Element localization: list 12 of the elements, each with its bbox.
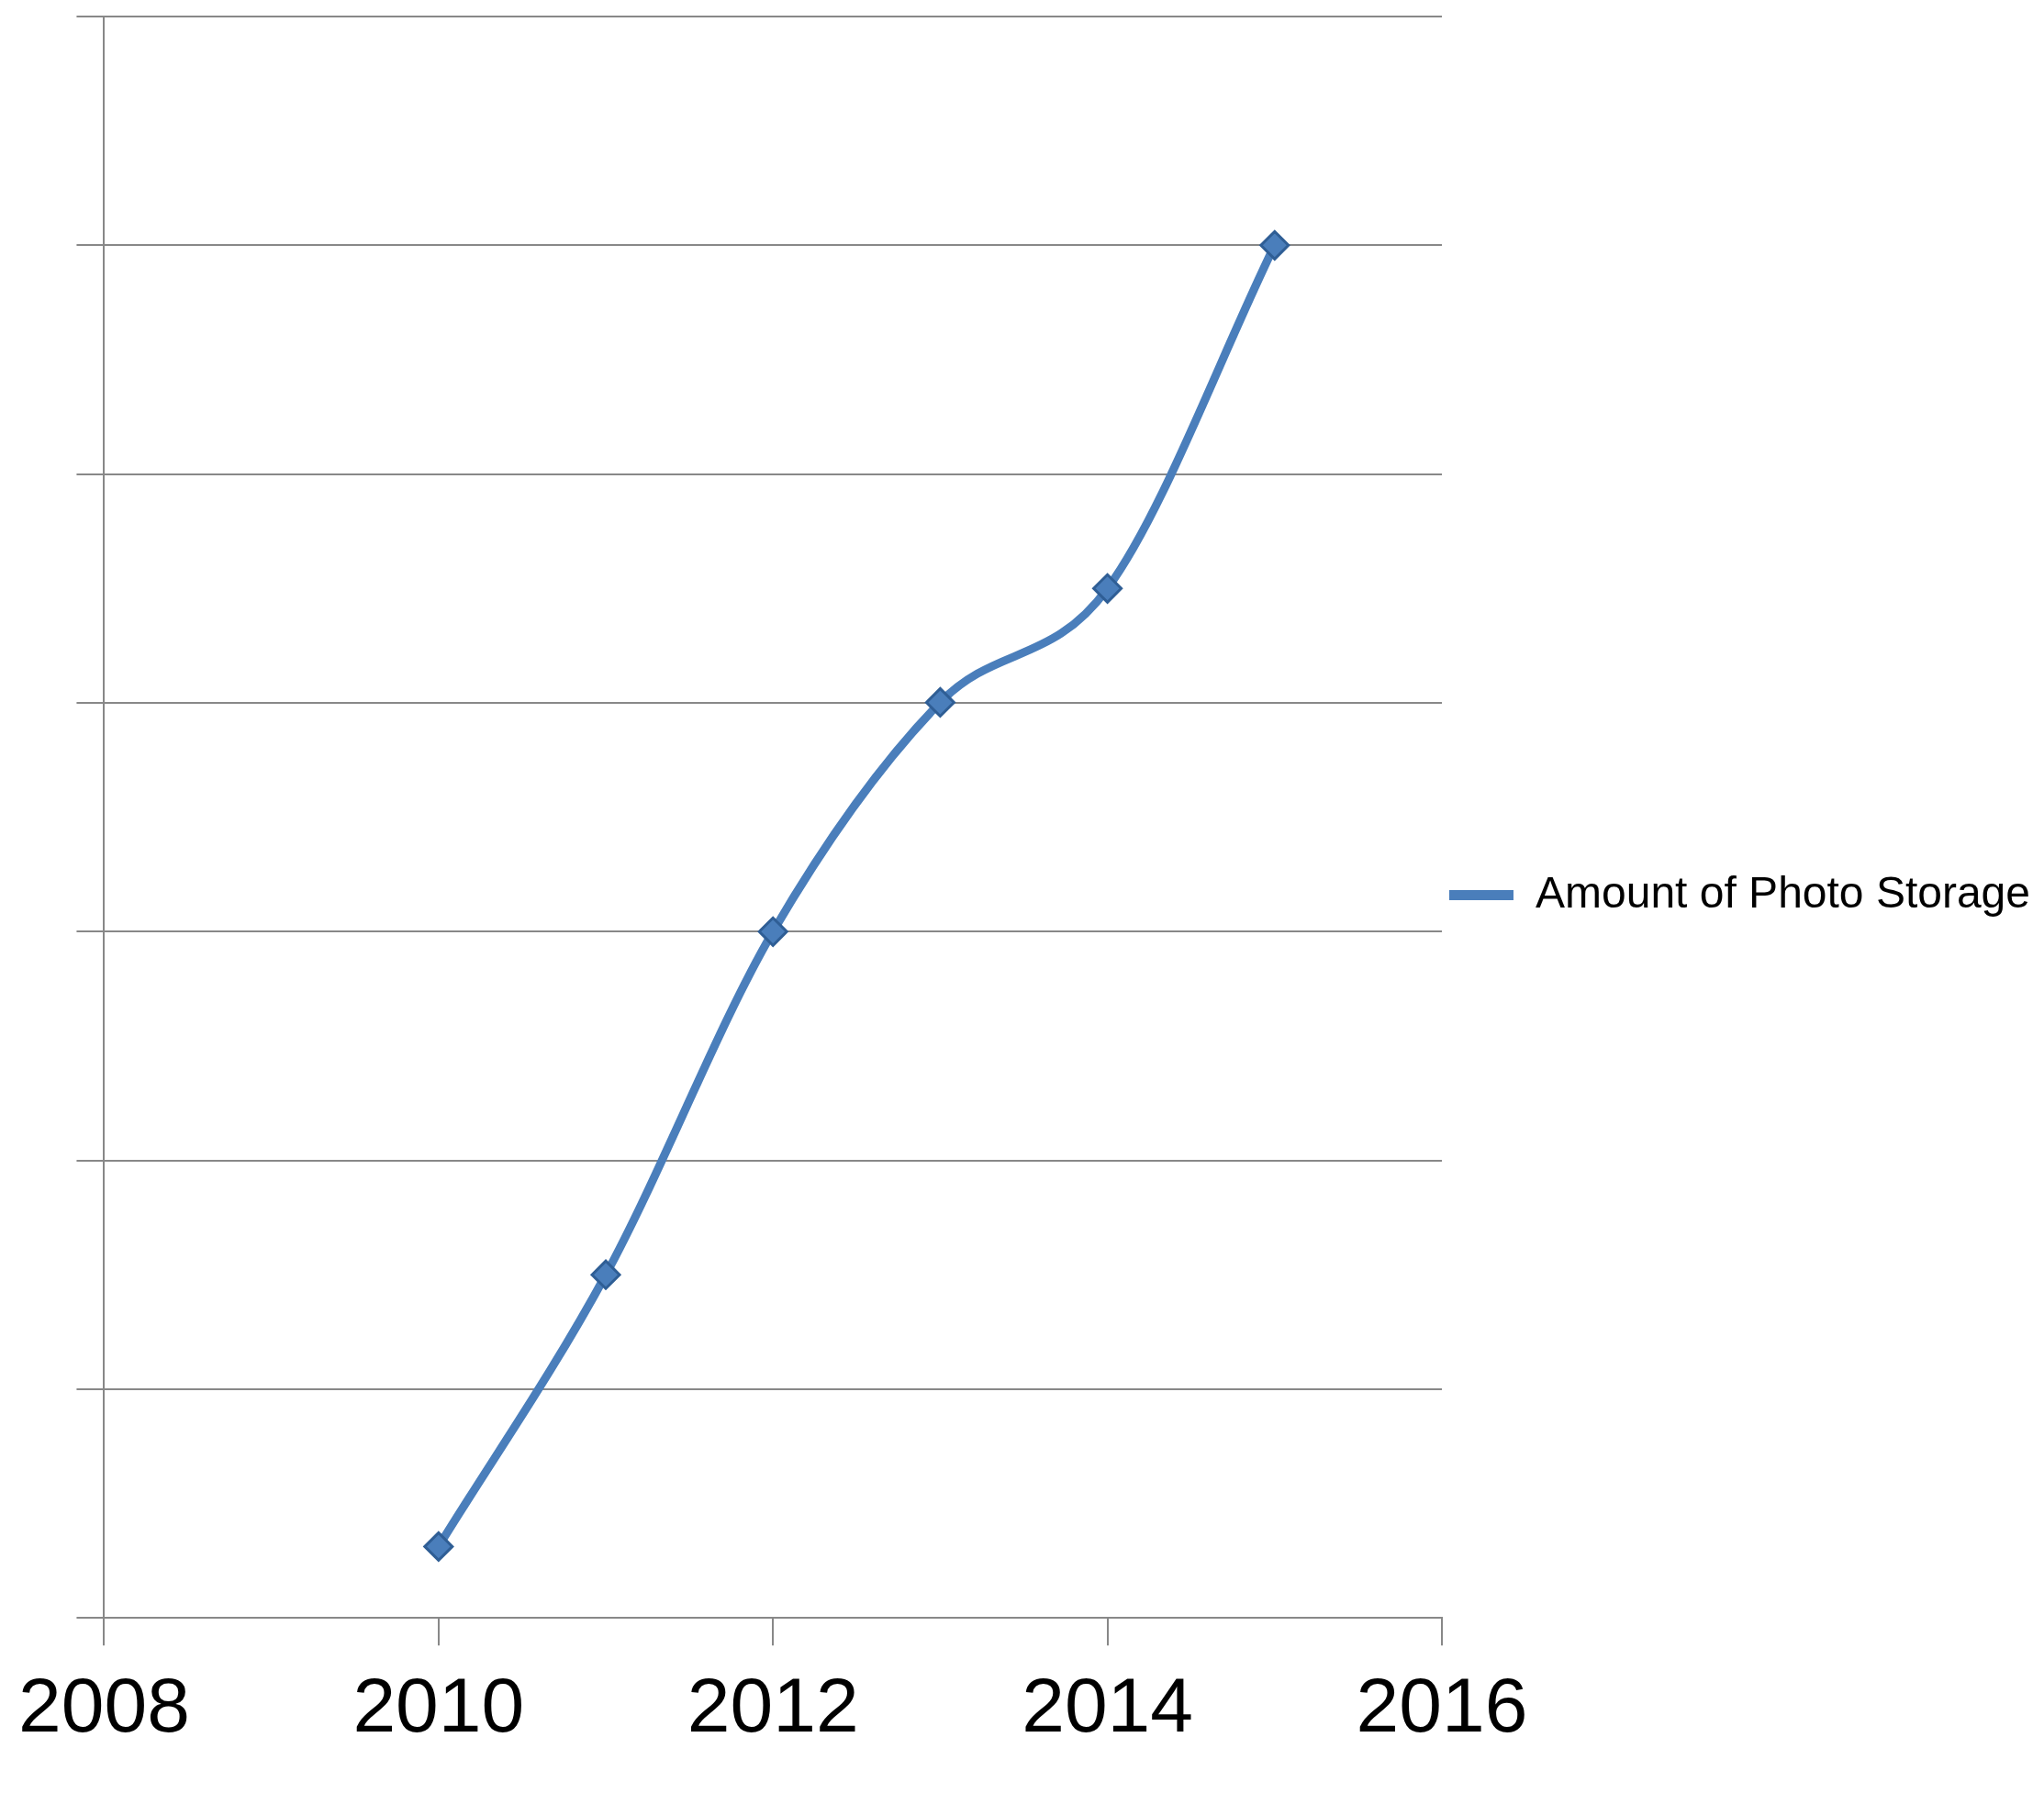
x-tick-label: 2016 <box>1356 1661 1528 1748</box>
point <box>924 686 955 718</box>
point <box>423 1531 454 1562</box>
x-tick-label: 2008 <box>18 1661 190 1748</box>
x-tick-label: 2014 <box>1022 1661 1194 1748</box>
x-tick-label: 2012 <box>687 1661 859 1748</box>
point <box>590 1259 621 1290</box>
x-tick-label: 2010 <box>352 1661 525 1748</box>
point <box>757 916 788 947</box>
legend-label: Amount of Photo Storage <box>1535 867 2030 917</box>
point <box>1259 229 1290 261</box>
point <box>1092 573 1123 604</box>
